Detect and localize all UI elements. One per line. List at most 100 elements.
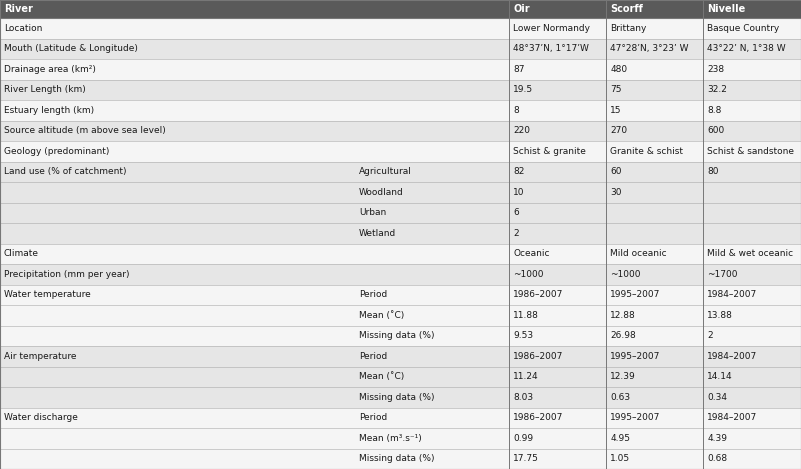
Text: 10: 10 (513, 188, 525, 197)
Text: Mean (˚C): Mean (˚C) (359, 311, 404, 320)
Text: Schist & sandstone: Schist & sandstone (707, 147, 795, 156)
Text: 220: 220 (513, 126, 530, 135)
Text: Mouth (Latitude & Longitude): Mouth (Latitude & Longitude) (4, 44, 138, 53)
Bar (0, 38, 801, 59)
Text: Agricultural: Agricultural (359, 167, 412, 176)
Bar (0, 346, 801, 366)
Text: 600: 600 (707, 126, 725, 135)
Text: 82: 82 (513, 167, 525, 176)
Text: 26.98: 26.98 (610, 331, 636, 340)
Text: 87: 87 (513, 65, 525, 74)
Bar (703, 0, 801, 18)
Text: Water discharge: Water discharge (4, 413, 78, 422)
Text: Brittany: Brittany (610, 24, 646, 33)
Text: ~1000: ~1000 (610, 270, 641, 279)
Text: Source altitude (m above sea level): Source altitude (m above sea level) (4, 126, 166, 135)
Text: Location: Location (4, 24, 42, 33)
Text: Precipitation (mm per year): Precipitation (mm per year) (4, 270, 130, 279)
Bar (0, 325, 801, 346)
Text: 8: 8 (513, 106, 519, 115)
Text: Missing data (%): Missing data (%) (359, 331, 434, 340)
Text: 1984–2007: 1984–2007 (707, 290, 758, 299)
Bar (0, 59, 801, 80)
Text: Basque Country: Basque Country (707, 24, 779, 33)
Text: Urban: Urban (359, 208, 386, 217)
Text: 12.88: 12.88 (610, 311, 636, 320)
Text: 14.14: 14.14 (707, 372, 733, 381)
Text: 270: 270 (610, 126, 627, 135)
Text: 0.99: 0.99 (513, 434, 533, 443)
Text: Nivelle: Nivelle (707, 4, 746, 14)
Bar (355, 0, 509, 18)
Text: 2: 2 (707, 331, 713, 340)
Text: Mean (m³.s⁻¹): Mean (m³.s⁻¹) (359, 434, 421, 443)
Text: Period: Period (359, 352, 387, 361)
Text: ~1000: ~1000 (513, 270, 544, 279)
Text: 17.75: 17.75 (513, 454, 539, 463)
Text: 2: 2 (513, 229, 519, 238)
Text: Scorff: Scorff (610, 4, 643, 14)
Text: 47°28’N, 3°23’ W: 47°28’N, 3°23’ W (610, 44, 689, 53)
Text: 1984–2007: 1984–2007 (707, 352, 758, 361)
Text: 11.88: 11.88 (513, 311, 539, 320)
Bar (606, 0, 703, 18)
Text: 13.88: 13.88 (707, 311, 733, 320)
Text: 48°37’N, 1°17’W: 48°37’N, 1°17’W (513, 44, 590, 53)
Text: Water temperature: Water temperature (4, 290, 91, 299)
Text: 80: 80 (707, 167, 718, 176)
Text: Period: Period (359, 290, 387, 299)
Text: 19.5: 19.5 (513, 85, 533, 94)
Bar (0, 285, 801, 305)
Bar (0, 18, 801, 38)
Bar (0, 121, 801, 141)
Bar (0, 100, 801, 121)
Text: Lower Normandy: Lower Normandy (513, 24, 590, 33)
Bar (0, 408, 801, 428)
Text: 1984–2007: 1984–2007 (707, 413, 758, 422)
Text: 0.63: 0.63 (610, 393, 630, 402)
Text: Mean (˚C): Mean (˚C) (359, 372, 404, 381)
Text: 1995–2007: 1995–2007 (610, 290, 661, 299)
Text: 4.95: 4.95 (610, 434, 630, 443)
Text: 1986–2007: 1986–2007 (513, 352, 564, 361)
Text: Mild oceanic: Mild oceanic (610, 249, 667, 258)
Text: Missing data (%): Missing data (%) (359, 454, 434, 463)
Text: 238: 238 (707, 65, 724, 74)
Text: Schist & granite: Schist & granite (513, 147, 586, 156)
Bar (0, 305, 801, 325)
Text: Woodland: Woodland (359, 188, 404, 197)
Text: 75: 75 (610, 85, 622, 94)
Text: 60: 60 (610, 167, 622, 176)
Bar (0, 366, 801, 387)
Text: 12.39: 12.39 (610, 372, 636, 381)
Bar (0, 182, 801, 203)
Text: 1986–2007: 1986–2007 (513, 290, 564, 299)
Bar (0, 161, 801, 182)
Text: Land use (% of catchment): Land use (% of catchment) (4, 167, 127, 176)
Bar (0, 0, 355, 18)
Text: Drainage area (km²): Drainage area (km²) (4, 65, 96, 74)
Text: Geology (predominant): Geology (predominant) (4, 147, 110, 156)
Text: 32.2: 32.2 (707, 85, 727, 94)
Text: Air temperature: Air temperature (4, 352, 77, 361)
Text: ~1700: ~1700 (707, 270, 738, 279)
Text: Estuary length (km): Estuary length (km) (4, 106, 95, 115)
Text: 15: 15 (610, 106, 622, 115)
Bar (0, 203, 801, 223)
Text: 4.39: 4.39 (707, 434, 727, 443)
Text: 1.05: 1.05 (610, 454, 630, 463)
Bar (0, 428, 801, 448)
Text: Wetland: Wetland (359, 229, 396, 238)
Bar (0, 223, 801, 243)
Text: 11.24: 11.24 (513, 372, 539, 381)
Text: 480: 480 (610, 65, 627, 74)
Bar (509, 0, 606, 18)
Text: 6: 6 (513, 208, 519, 217)
Bar (0, 448, 801, 469)
Text: 9.53: 9.53 (513, 331, 533, 340)
Text: 30: 30 (610, 188, 622, 197)
Text: 1986–2007: 1986–2007 (513, 413, 564, 422)
Text: Period: Period (359, 413, 387, 422)
Text: River Length (km): River Length (km) (4, 85, 86, 94)
Text: 1995–2007: 1995–2007 (610, 352, 661, 361)
